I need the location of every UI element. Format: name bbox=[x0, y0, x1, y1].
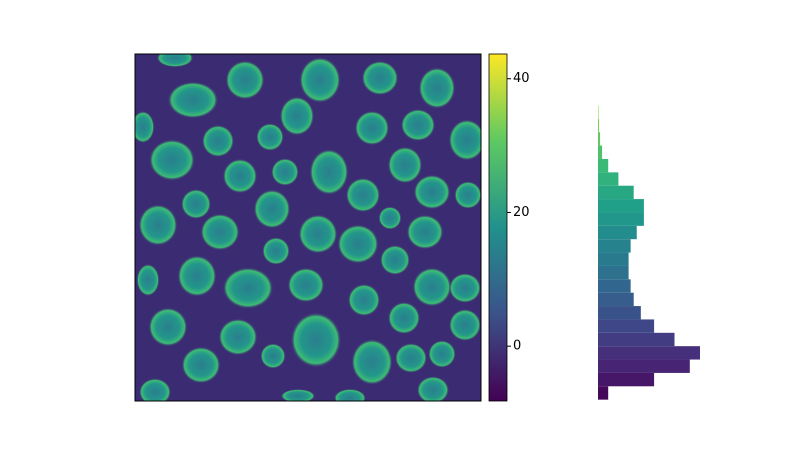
nucleus bbox=[218, 318, 258, 356]
nucleus bbox=[351, 339, 393, 385]
nucleus bbox=[256, 123, 284, 151]
histogram-bar bbox=[598, 306, 641, 320]
nucleus bbox=[406, 214, 444, 250]
histogram-bar bbox=[598, 158, 609, 173]
nucleus bbox=[380, 245, 410, 275]
nucleus bbox=[177, 255, 217, 297]
colorbar-tick-label: 20 bbox=[513, 205, 530, 220]
nucleus bbox=[448, 273, 481, 303]
nucleus bbox=[361, 60, 399, 96]
nucleus bbox=[136, 263, 160, 297]
nucleus bbox=[262, 237, 290, 265]
histogram-bar bbox=[598, 145, 603, 159]
nucleus bbox=[149, 139, 195, 181]
nucleus bbox=[337, 224, 379, 264]
nucleus bbox=[287, 267, 325, 303]
nucleus bbox=[253, 189, 291, 229]
histogram-bar bbox=[598, 292, 634, 307]
nucleus bbox=[135, 110, 155, 144]
histogram-bar bbox=[598, 252, 629, 266]
nucleus bbox=[156, 54, 194, 68]
image-frame bbox=[134, 53, 482, 402]
nucleus bbox=[413, 174, 451, 210]
histogram-bar bbox=[598, 199, 644, 213]
nucleus bbox=[345, 177, 381, 213]
histogram-bar bbox=[598, 172, 619, 186]
nucleus bbox=[225, 60, 265, 100]
histogram-bar bbox=[598, 279, 631, 293]
nucleus bbox=[387, 301, 421, 335]
histogram-bar bbox=[598, 372, 655, 387]
histogram-bar bbox=[598, 185, 634, 200]
colorbar-tick-label: 0 bbox=[513, 339, 521, 354]
nucleus bbox=[333, 388, 367, 401]
histogram-bar bbox=[598, 105, 599, 119]
nucleus bbox=[448, 308, 481, 342]
nucleus bbox=[138, 204, 178, 246]
histogram-bar bbox=[598, 346, 700, 360]
nucleus bbox=[200, 213, 240, 251]
histogram-bar bbox=[598, 132, 601, 146]
histogram-bar bbox=[598, 319, 655, 333]
nucleus bbox=[454, 181, 481, 209]
colorbar-tick-label: 40 bbox=[513, 71, 530, 86]
nucleus bbox=[428, 340, 456, 368]
histogram-bar bbox=[598, 265, 629, 280]
nucleus bbox=[387, 146, 423, 184]
nucleus bbox=[448, 119, 481, 161]
nucleus bbox=[418, 67, 456, 109]
histogram-bar bbox=[598, 359, 690, 373]
nucleus bbox=[279, 96, 315, 136]
histogram-bar bbox=[598, 332, 675, 347]
nucleus bbox=[222, 158, 258, 194]
nucleus bbox=[354, 110, 390, 146]
nucleus bbox=[148, 307, 188, 347]
nucleus bbox=[378, 206, 402, 230]
nucleus bbox=[416, 376, 450, 401]
histogram-bar bbox=[598, 386, 609, 400]
nucleus bbox=[167, 81, 219, 119]
histogram-bar bbox=[598, 239, 631, 253]
nucleus bbox=[222, 267, 274, 309]
colorbar bbox=[488, 53, 508, 402]
nucleus bbox=[181, 346, 221, 384]
nucleus bbox=[201, 124, 235, 158]
nucleus bbox=[298, 214, 338, 254]
nucleus bbox=[271, 158, 299, 186]
histogram-bar bbox=[598, 118, 600, 133]
nucleus bbox=[181, 189, 211, 219]
image bbox=[135, 54, 481, 401]
nucleus bbox=[309, 149, 349, 195]
nucleus bbox=[280, 389, 316, 401]
histogram-bar bbox=[598, 225, 637, 240]
nucleus bbox=[412, 267, 452, 307]
nucleus bbox=[347, 283, 381, 317]
nucleus bbox=[400, 108, 436, 142]
nucleus bbox=[290, 312, 342, 368]
nucleus bbox=[394, 343, 428, 373]
nucleus bbox=[260, 343, 286, 369]
histogram-bar bbox=[598, 212, 644, 226]
nucleus bbox=[138, 378, 172, 401]
nucleus bbox=[299, 57, 341, 103]
